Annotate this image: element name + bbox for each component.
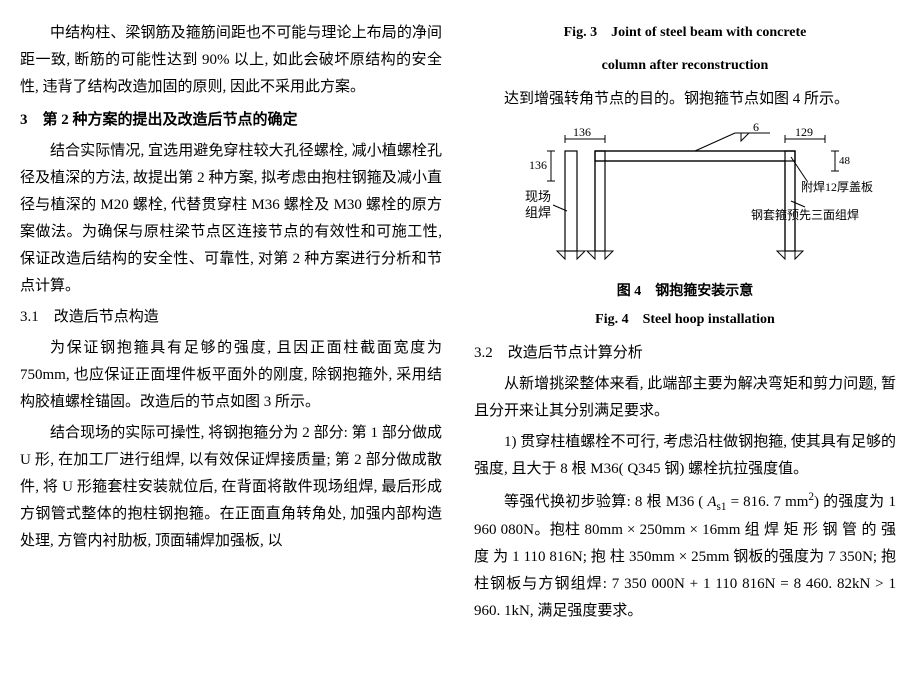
txt-a: 等强代换初步验算: 8 根 M36 ( xyxy=(504,494,707,510)
sub-s1: s1 xyxy=(717,501,727,513)
label-r2-leader xyxy=(791,201,805,207)
left-column: 中结构柱、梁钢筋及箍筋间距也不可能与理论上布局的净间距一致, 断筋的可能性达到 … xyxy=(20,20,442,629)
right-column: Fig. 3 Joint of steel beam with concrete… xyxy=(474,20,896,629)
weld-tri-3 xyxy=(587,251,595,259)
weld-tri-5 xyxy=(777,251,785,259)
label-right-1: 附焊12厚盖板 xyxy=(801,179,873,194)
dim-136b-text: 136 xyxy=(529,158,547,172)
para-3-1a: 为保证钢抱箍具有足够的强度, 且因正面柱截面宽度为 750mm, 也应保证正面埋… xyxy=(20,335,442,416)
label-left-2: 组焊 xyxy=(525,205,551,220)
weld-tri-6 xyxy=(795,251,803,259)
para-3-2a: 从新增挑梁整体来看, 此端部主要为解决弯矩和剪力问题, 暂且分开来让其分别满足要… xyxy=(474,371,896,425)
label-right-2: 钢套箍预先三面组焊 xyxy=(751,207,859,222)
heading-3-2: 3.2 改造后节点计算分析 xyxy=(474,340,896,367)
label-r1-leader xyxy=(791,157,807,181)
fig4-caption-en: Fig. 4 Steel hoop installation xyxy=(474,307,896,332)
weld-tri-4 xyxy=(605,251,613,259)
fig3-caption-en-1: Fig. 3 Joint of steel beam with concrete xyxy=(474,20,896,45)
fig4-svg: 6 136 136 129 48 xyxy=(495,121,875,271)
heading-3: 3 第 2 种方案的提出及改造后节点的确定 xyxy=(20,107,442,134)
para-intro: 中结构柱、梁钢筋及箍筋间距也不可能与理论上布局的净间距一致, 断筋的可能性达到 … xyxy=(20,20,442,101)
para-r1: 达到增强转角节点的目的。钢抱箍节点如图 4 所示。 xyxy=(474,86,896,113)
fig4-caption-cn: 图 4 钢抱箍安装示意 xyxy=(474,279,896,304)
fig3-caption-en-2: column after reconstruction xyxy=(474,53,896,78)
weld-leader xyxy=(695,133,735,151)
figure-4: 6 136 136 129 48 xyxy=(474,121,896,271)
para-3-2b: 1) 贯穿柱植螺栓不可行, 考虑沿柱做钢抱箍, 使其具有足够的强度, 且大于 8… xyxy=(474,429,896,483)
txt-c: ) 的强度为 1 960 080N。抱柱 80mm × 250mm × 16mm… xyxy=(474,494,896,619)
u-top xyxy=(595,151,795,161)
u-left-leg xyxy=(595,151,605,251)
para-3-2c: 等强代换初步验算: 8 根 M36 ( As1 = 816. 7 mm2) 的强… xyxy=(474,487,896,625)
left-plate xyxy=(565,151,577,251)
dim-129-text: 129 xyxy=(795,125,813,139)
txt-b: = 816. 7 mm xyxy=(727,494,809,510)
label-left-1: 现场 xyxy=(525,189,551,204)
dim-48-text: 48 xyxy=(839,155,851,167)
heading-3-1: 3.1 改造后节点构造 xyxy=(20,304,442,331)
para-3a: 结合实际情况, 宜选用避免穿柱较大孔径螺栓, 减小植螺栓孔径及植深的方法, 故提… xyxy=(20,138,442,300)
weld-dim-6: 6 xyxy=(753,121,759,134)
sym-A: A xyxy=(707,494,716,510)
dim-136a-text: 136 xyxy=(573,125,591,139)
weld-tri-2 xyxy=(577,251,585,259)
para-3-1b: 结合现场的实际可操性, 将钢抱箍分为 2 部分: 第 1 部分做成 U 形, 在… xyxy=(20,420,442,555)
u-hoop-outer xyxy=(595,151,795,251)
weld-sym-tri xyxy=(741,133,749,141)
weld-tri-1 xyxy=(557,251,565,259)
u-right-leg xyxy=(785,151,795,251)
